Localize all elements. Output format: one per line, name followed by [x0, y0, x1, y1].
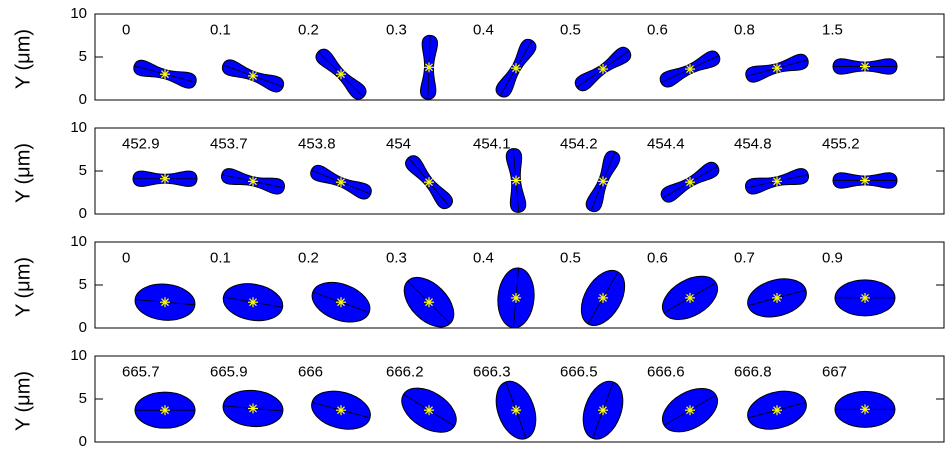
time-label: 0.3	[386, 21, 407, 38]
time-label: 454.4	[647, 135, 685, 152]
y-tick-label: 5	[79, 162, 87, 179]
center-marker	[511, 175, 521, 185]
y-tick-label: 5	[79, 390, 87, 407]
center-marker	[424, 62, 434, 72]
time-label: 453.7	[210, 135, 248, 152]
time-label: 665.7	[122, 363, 160, 380]
time-label: 666.2	[386, 363, 424, 380]
time-label: 454	[386, 135, 411, 152]
center-marker	[772, 405, 782, 415]
time-label: 0.5	[560, 249, 581, 266]
center-marker	[336, 297, 346, 307]
time-label: 0.6	[647, 249, 668, 266]
center-marker	[336, 405, 346, 415]
y-axis-label: Y (μm)	[12, 143, 34, 203]
time-label: 666.8	[734, 363, 772, 380]
center-marker	[511, 405, 521, 415]
y-axis-label: Y (μm)	[12, 371, 34, 431]
center-marker	[424, 297, 434, 307]
time-label: 666.3	[473, 363, 511, 380]
time-label: 454.2	[560, 135, 598, 152]
y-tick-label: 10	[70, 5, 87, 22]
time-label: 1.5	[822, 21, 843, 38]
center-marker	[336, 177, 346, 187]
time-label: 455.2	[822, 135, 860, 152]
y-axis-label: Y (μm)	[12, 29, 34, 89]
y-axis-label: Y (μm)	[12, 257, 34, 317]
center-marker	[248, 297, 258, 307]
y-tick-label: 0	[79, 91, 87, 108]
center-marker	[598, 176, 608, 186]
y-tick-label: 10	[70, 347, 87, 364]
center-marker	[248, 176, 258, 186]
center-marker	[772, 176, 782, 186]
center-marker	[598, 405, 608, 415]
center-marker	[598, 293, 608, 303]
center-marker	[160, 297, 170, 307]
center-marker	[160, 69, 170, 79]
center-marker	[860, 404, 870, 414]
time-label: 0.9	[822, 249, 843, 266]
center-marker	[336, 69, 346, 79]
time-label: 0.8	[734, 21, 755, 38]
time-label: 452.9	[122, 135, 160, 152]
y-tick-label: 5	[79, 48, 87, 65]
center-marker	[685, 293, 695, 303]
time-label: 0.1	[210, 21, 231, 38]
center-marker	[772, 293, 782, 303]
time-label: 665.9	[210, 363, 248, 380]
time-label: 0	[122, 21, 130, 38]
center-marker	[685, 64, 695, 74]
figure: 0 5 10 Y (μm) 0 0.1 0.2 0.3 0.4 0.5 0.6 0.8 1.5 0 5 10 Y…	[0, 0, 947, 459]
center-marker	[160, 405, 170, 415]
y-tick-label: 10	[70, 233, 87, 250]
time-label: 0.2	[298, 249, 319, 266]
time-label: 0.4	[473, 21, 494, 38]
time-label: 0.3	[386, 249, 407, 266]
time-label: 0.6	[647, 21, 668, 38]
time-label: 0.1	[210, 249, 231, 266]
time-label: 0	[122, 249, 130, 266]
center-marker	[248, 71, 258, 81]
time-label: 0.2	[298, 21, 319, 38]
time-label: 0.4	[473, 249, 494, 266]
center-marker	[511, 293, 521, 303]
time-label: 666.6	[647, 363, 685, 380]
y-tick-label: 0	[79, 319, 87, 336]
y-tick-label: 10	[70, 119, 87, 136]
time-label: 666	[298, 363, 323, 380]
center-marker	[424, 405, 434, 415]
time-label: 667	[822, 363, 847, 380]
time-label: 453.8	[298, 135, 336, 152]
center-marker	[598, 64, 608, 74]
center-marker	[860, 61, 870, 71]
y-tick-label: 0	[79, 205, 87, 222]
time-label: 454.8	[734, 135, 772, 152]
center-marker	[685, 177, 695, 187]
y-tick-label: 0	[79, 433, 87, 450]
time-label: 454.1	[473, 135, 511, 152]
y-tick-label: 5	[79, 276, 87, 293]
time-label: 0.7	[734, 249, 755, 266]
time-label: 0.5	[560, 21, 581, 38]
time-label: 666.5	[560, 363, 598, 380]
center-marker	[160, 174, 170, 184]
center-marker	[424, 177, 434, 187]
center-marker	[860, 175, 870, 185]
center-marker	[860, 293, 870, 303]
center-marker	[511, 63, 521, 73]
center-marker	[248, 403, 258, 413]
center-marker	[772, 63, 782, 73]
center-marker	[685, 405, 695, 415]
